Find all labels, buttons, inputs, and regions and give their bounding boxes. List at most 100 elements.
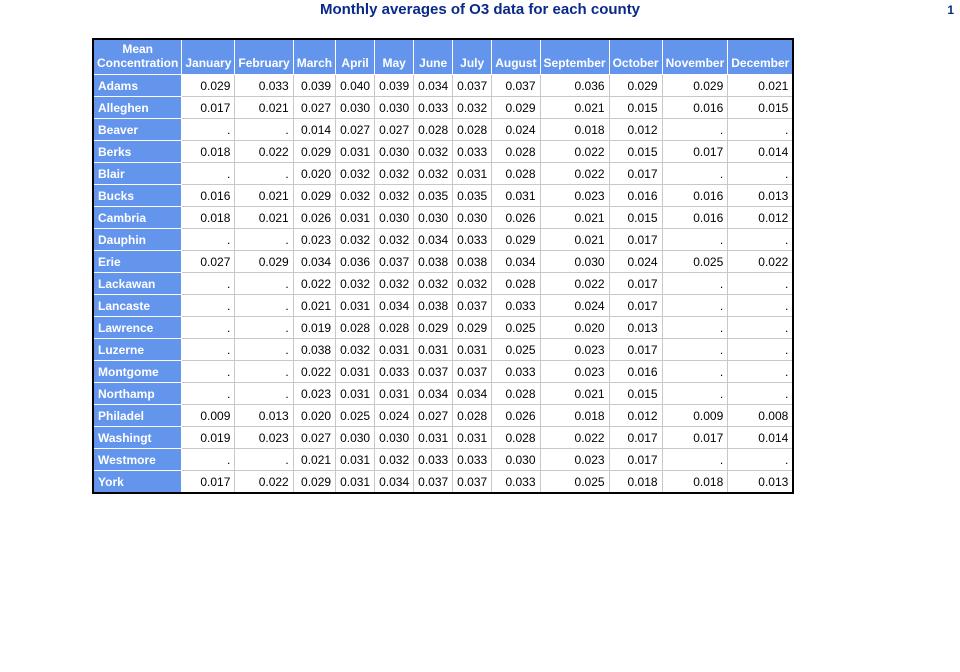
value-cell: 0.032	[336, 273, 376, 295]
value-cell: 0.020	[293, 405, 337, 427]
value-cell: 0.032	[375, 273, 415, 295]
value-cell: .	[728, 361, 793, 383]
value-cell: 0.030	[336, 97, 376, 119]
value-cell: 0.013	[728, 471, 793, 492]
county-label: York	[94, 471, 183, 492]
value-cell: 0.015	[609, 207, 663, 229]
value-cell: 0.017	[662, 141, 729, 163]
value-cell: 0.030	[336, 427, 376, 449]
value-cell: 0.031	[336, 471, 376, 492]
county-label: Dauphin	[94, 229, 183, 251]
county-label: Alleghen	[94, 97, 183, 119]
value-cell: 0.029	[609, 75, 663, 97]
value-cell: 0.032	[453, 97, 493, 119]
value-cell: 0.034	[375, 471, 415, 492]
table-row: Montgome.. 0.022 0.031 0.033 0.037 0.037 0.033…	[94, 361, 793, 383]
value-cell: 0.032	[375, 229, 415, 251]
value-cell: 0.024	[540, 295, 610, 317]
county-label: Lackawan	[94, 273, 183, 295]
value-cell: 0.040	[336, 75, 376, 97]
value-cell: 0.017	[182, 97, 236, 119]
value-cell: 0.014	[728, 427, 793, 449]
value-cell: 0.032	[414, 141, 454, 163]
value-cell: 0.027	[414, 405, 454, 427]
value-cell: 0.009	[182, 405, 236, 427]
table-row: Philadel 0.009 0.013 0.020 0.025 0.024 0.027 0.…	[94, 405, 793, 427]
column-header-october: October	[609, 40, 663, 75]
table-row: Westmore.. 0.021 0.031 0.032 0.033 0.033 0.030…	[94, 449, 793, 471]
value-cell: 0.031	[414, 427, 454, 449]
county-label: Luzerne	[94, 339, 183, 361]
value-cell: 0.021	[540, 383, 610, 405]
value-cell: 0.025	[662, 251, 729, 273]
value-cell: .	[235, 317, 294, 339]
value-cell: .	[728, 449, 793, 471]
value-cell: 0.022	[540, 273, 610, 295]
value-cell: 0.027	[336, 119, 376, 141]
column-header-september: September	[540, 40, 610, 75]
column-header-february: February	[235, 40, 294, 75]
value-cell: .	[235, 295, 294, 317]
value-cell: 0.038	[414, 251, 454, 273]
value-cell: 0.023	[540, 449, 610, 471]
value-cell: 0.034	[414, 75, 454, 97]
value-cell: 0.031	[336, 449, 376, 471]
value-cell: 0.032	[336, 163, 376, 185]
value-cell: 0.028	[492, 427, 541, 449]
value-cell: 0.031	[336, 207, 376, 229]
value-cell: 0.030	[375, 427, 415, 449]
value-cell: 0.031	[336, 383, 376, 405]
value-cell: 0.026	[492, 207, 541, 229]
value-cell: 0.028	[414, 119, 454, 141]
value-cell: 0.028	[492, 163, 541, 185]
value-cell: 0.032	[414, 163, 454, 185]
value-cell: 0.021	[235, 185, 294, 207]
value-cell: 0.016	[662, 97, 729, 119]
value-cell: 0.021	[235, 97, 294, 119]
table-row: Washingt 0.019 0.023 0.027 0.030 0.030 0.031 0.…	[94, 427, 793, 449]
value-cell: 0.033	[453, 141, 493, 163]
value-cell: 0.017	[609, 427, 663, 449]
value-cell: 0.029	[492, 229, 541, 251]
value-cell: 0.032	[414, 273, 454, 295]
value-cell: 0.013	[609, 317, 663, 339]
value-cell: 0.026	[293, 207, 337, 229]
value-cell: 0.031	[375, 383, 415, 405]
value-cell: 0.017	[662, 427, 729, 449]
value-cell: 0.031	[492, 185, 541, 207]
column-header-november: November	[662, 40, 729, 75]
value-cell: 0.033	[492, 361, 541, 383]
value-cell: 0.029	[492, 97, 541, 119]
county-label: Washingt	[94, 427, 183, 449]
page-number: 1	[947, 3, 954, 17]
table-row: Berks 0.018 0.022 0.029 0.031 0.030 0.032 0.033…	[94, 141, 793, 163]
table-row: Cambria 0.018 0.021 0.026 0.031 0.030 0.030 0.0…	[94, 207, 793, 229]
table-row: Blair.. 0.020 0.032 0.032 0.032 0.031 0.028 0.0…	[94, 163, 793, 185]
value-cell: 0.029	[235, 251, 294, 273]
column-header-may: May	[375, 40, 415, 75]
column-header-march: March	[293, 40, 337, 75]
value-cell: 0.022	[728, 251, 793, 273]
value-cell: 0.031	[336, 141, 376, 163]
value-cell: 0.037	[414, 471, 454, 492]
value-cell: 0.029	[453, 317, 493, 339]
value-cell: .	[182, 273, 236, 295]
value-cell: .	[662, 163, 729, 185]
value-cell: .	[728, 295, 793, 317]
value-cell: .	[662, 339, 729, 361]
value-cell: .	[662, 317, 729, 339]
value-cell: 0.028	[336, 317, 376, 339]
value-cell: 0.017	[182, 471, 236, 492]
value-cell: 0.039	[293, 75, 337, 97]
value-cell: .	[728, 229, 793, 251]
value-cell: 0.031	[336, 361, 376, 383]
value-cell: 0.023	[540, 185, 610, 207]
value-cell: 0.034	[293, 251, 337, 273]
value-cell: .	[662, 273, 729, 295]
value-cell: 0.030	[453, 207, 493, 229]
value-cell: 0.030	[375, 141, 415, 163]
value-cell: .	[235, 449, 294, 471]
value-cell: 0.029	[293, 141, 337, 163]
value-cell: 0.022	[540, 141, 610, 163]
value-cell: 0.023	[293, 229, 337, 251]
